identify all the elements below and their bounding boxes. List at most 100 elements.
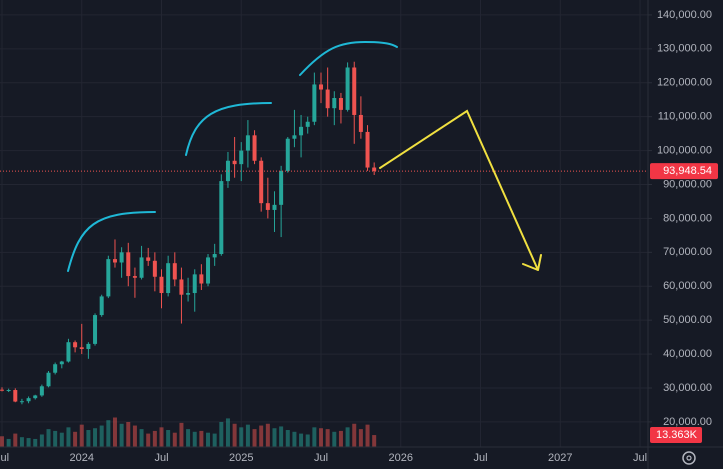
volume-layer [0,417,377,447]
candle-body [179,279,184,295]
volume-bar [352,423,357,447]
candle-body [305,121,310,127]
volume-bar [166,430,171,447]
x-tick-label: 2026 [389,452,413,464]
volume-bar [139,429,144,447]
candle-body [345,67,350,110]
volume-bar [186,429,191,447]
volume-bar [172,432,177,447]
volume-bar [358,429,363,447]
candle-body [53,364,58,373]
volume-bar [212,433,217,447]
candle-body [285,138,290,171]
candle-body [139,257,144,278]
volume-bar [272,428,277,447]
candle-body [106,259,111,297]
volume-bar [0,436,4,447]
overlay-layer: 93,948.54 13.363K [0,163,718,444]
volume-bar [312,427,317,447]
y-tick-label: 50,000.00 [663,314,712,326]
volume-bar [192,431,197,447]
cyan-arc [67,211,156,272]
candle-body [319,84,324,90]
volume-bar [338,430,343,447]
candle-body [372,167,377,172]
y-tick-label: 90,000.00 [663,178,712,190]
candle-body [186,293,191,295]
candle-body [332,98,337,109]
candle-body [146,257,151,261]
volume-bar [99,425,104,447]
candle-body [79,347,84,349]
y-tick-label: 120,000.00 [657,77,712,89]
candle-body [299,126,304,136]
candle-body [338,98,343,110]
candle-body [206,257,211,284]
volume-bar [33,438,38,447]
candle-body [0,389,4,391]
candle-body [252,135,257,161]
candle-body [358,114,363,132]
volume-bar [232,423,237,447]
current-price-label: 93,948.54 [663,165,712,177]
grid [0,0,648,447]
volume-bar [285,430,290,447]
volume-bar [225,418,230,447]
volume-bar [13,433,18,447]
candle-body [26,398,31,402]
volume-bar [259,425,264,447]
drawings [67,40,542,272]
x-tick-label: 2024 [70,452,94,464]
y-tick-label: 80,000.00 [663,212,712,224]
volume-bar [86,430,91,447]
volume-bar [265,423,270,447]
x-tick-label: 2025 [229,452,253,464]
candle-body [239,150,244,165]
candle-body [272,204,277,210]
candle-body [132,276,137,278]
volume-bar [279,426,284,447]
x-tick-label: Jul [0,452,9,464]
candle-body [199,274,204,284]
volume-bar [19,437,24,447]
candle-body [232,160,237,165]
volume-bar [39,434,44,447]
y-tick-label: 110,000.00 [658,111,712,123]
volume-bar [305,434,310,447]
candle-body [126,252,131,277]
candle-body [365,131,370,168]
y-tick-label: 20,000.00 [663,416,712,428]
cyan-arc [299,40,398,76]
candle-body [112,259,117,263]
candle-body [99,296,104,316]
candle-body [46,372,51,387]
y-tick-label: 140,000.00 [657,9,712,21]
candle-body [325,89,330,109]
settings-gear[interactable] [682,451,696,465]
volume-bar [345,427,350,447]
volume-bar [206,432,211,447]
volume-bar [365,424,370,447]
candle-body [33,395,38,399]
candle-body [245,135,250,151]
settings-icon[interactable] [682,451,696,465]
volume-bar [146,433,151,447]
candle-body [73,342,78,348]
candle-body [225,160,230,182]
candle-body [265,203,270,210]
volume-bar [106,420,111,447]
volume-bar [112,417,117,447]
x-tick-label: Jul [633,452,647,464]
candle-body [352,67,357,115]
volume-bar [372,435,377,447]
candle-body [119,252,124,263]
volume-bar [199,430,204,447]
candle-body [279,170,284,205]
candle-body [19,401,24,403]
candle-body [172,263,177,280]
y-tick-label: 70,000.00 [663,246,712,258]
candle-body [159,276,164,294]
cyan-arc [185,102,272,156]
